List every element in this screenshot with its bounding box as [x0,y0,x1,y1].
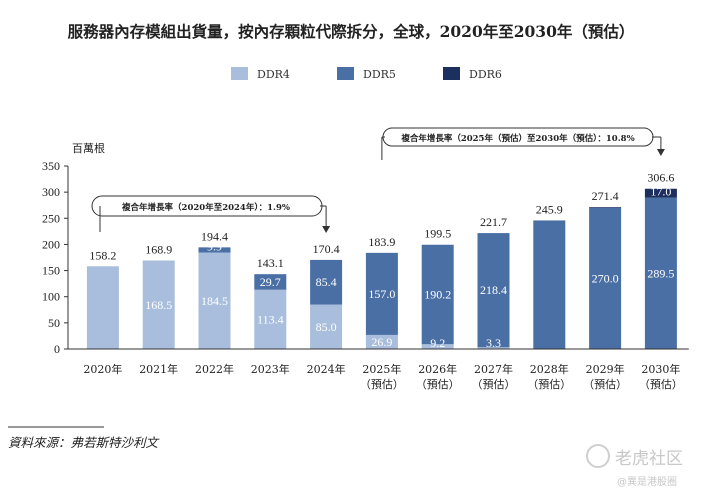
bar-total-label: 143.1 [257,256,284,270]
segment-label: 3.3 [486,336,501,350]
bar-total-label: 271.4 [592,189,619,203]
bar-segment-ddr6 [589,207,622,208]
x-tick-label: （預估） [416,378,460,391]
y-tick-label: 150 [42,264,60,278]
x-tick-label: 2030年 [641,362,680,376]
watermark-logo-icon [586,444,610,468]
bar-segment-ddr5 [310,259,343,305]
x-tick-label: 2022年 [195,362,234,376]
x-tick-label: 2024年 [307,362,346,376]
segment-label: 190.2 [424,287,451,301]
legend-label: DDR4 [257,68,290,81]
bar-segment-ddr4 [421,344,454,349]
bar-total-label: 199.5 [424,227,451,241]
cagr-annotations: 複合年增長率（2020年至2024年）：1.9% 複合年增長率（2025年（預估）… [91,127,665,233]
x-axis: 2020年 2021年 2022年 2023年 2024年 2025年 （預估） 2026年 （… [68,348,689,391]
cagr-arrow-icon [322,226,331,233]
bar-segment-ddr5 [421,244,454,345]
chart-title: 服務器內存模組出貨量，按內存顆粒代際拆分，全球，2020年至2030年（預估） [68,22,635,41]
bar-segment-ddr5 [198,247,231,253]
bar-segment-ddr4 [477,347,510,349]
x-tick-label: 2029年 [586,362,625,376]
bar-segment-ddr4 [254,289,287,349]
x-tick-label: 2026年 [418,362,457,376]
bar-total-label: 170.4 [313,242,340,256]
bar-total-label: 245.9 [536,202,563,216]
segment-label: 184.5 [201,294,228,308]
x-tick-label: 2020年 [83,362,122,376]
bar-segment-ddr4 [86,266,119,349]
cagr-label: 複合年增長率（2025年（預估）至2030年（預估）：10.8% [400,133,634,144]
segment-label: 26.9 [371,335,392,349]
x-tick-label: 2027年 [474,362,513,376]
segment-label: 9.2 [430,336,445,350]
x-tick-label: （預估） [360,378,404,391]
y-tick-label: 300 [42,185,60,199]
bar-segment-ddr4 [198,252,231,349]
legend-label: DDR6 [469,68,502,81]
y-axis: 0 50 100 150 200 250 300 350 [42,159,69,356]
y-tick-label: 250 [42,211,60,225]
segment-label: 29.7 [260,275,281,289]
watermark-main: 老虎社区 [615,449,683,469]
bar-total-label: 183.9 [368,235,395,249]
segment-label: 270.0 [592,271,619,285]
y-tick-label: 200 [42,237,60,251]
bar-total-label: 158.2 [89,248,116,262]
x-tick-label: （預估） [472,378,516,391]
x-tick-label: （預估） [583,378,627,391]
bar-segment-ddr4 [310,304,343,349]
segment-label: 85.0 [316,320,337,334]
x-tick-label: （預估） [639,378,683,391]
legend-swatch [231,67,248,80]
y-tick-label: 350 [42,159,60,173]
y-axis-unit: 百萬根 [72,141,105,155]
bar-total-label: 194.4 [201,229,228,243]
watermark-sub: @異是港股圈 [617,476,677,488]
x-tick-label: 2028年 [530,362,569,376]
source-note: 資料來源：弗若斯特沙利文 [8,435,160,450]
segment-label: 157.0 [368,287,395,301]
segment-label: 0.4 [151,248,166,262]
legend-swatch [337,67,354,80]
bar-total-label: 221.7 [480,215,507,229]
y-tick-label: 50 [48,316,60,330]
legend-label: DDR5 [363,68,396,81]
segment-label: 85.4 [316,275,337,289]
segment-label: 289.5 [647,266,674,280]
cagr-arrow-icon [656,149,665,156]
segment-label: 168.5 [145,298,172,312]
bar-total-label: 306.6 [647,171,674,185]
cagr-label: 複合年增長率（2020年至2024年）：1.9% [121,202,290,213]
bar-segment-ddr6 [644,188,677,198]
bar-segment-ddr5 [644,197,677,349]
legend: DDR4 DDR5 DDR6 [231,67,502,81]
bar-segment-ddr5 [365,252,398,335]
x-tick-label: 2025年 [362,362,401,376]
bar-total-label: 168.9 [145,243,172,257]
bar-segment-ddr5 [589,207,622,349]
x-tick-label: 2021年 [139,362,178,376]
bar-segment-ddr4 [142,260,175,349]
legend-swatch [443,67,460,80]
segment-label: 9.9 [207,240,222,254]
y-tick-label: 0 [54,342,60,356]
bar-segment-ddr5 [533,220,566,349]
bar-segment-ddr4 [365,334,398,349]
bar-segment-ddr5 [477,233,510,348]
x-tick-label: （預估） [527,378,571,391]
x-tick-label: 2023年 [251,362,290,376]
y-tick-label: 100 [42,290,60,304]
watermark: 老虎社区 @異是港股圈 [586,444,683,488]
bar-segment-ddr5 [254,274,287,290]
segment-label: 113.4 [257,312,284,326]
segment-label: 1.4 [598,195,613,209]
segment-label: 218.4 [480,283,507,297]
segment-label: 17.0 [650,185,671,199]
